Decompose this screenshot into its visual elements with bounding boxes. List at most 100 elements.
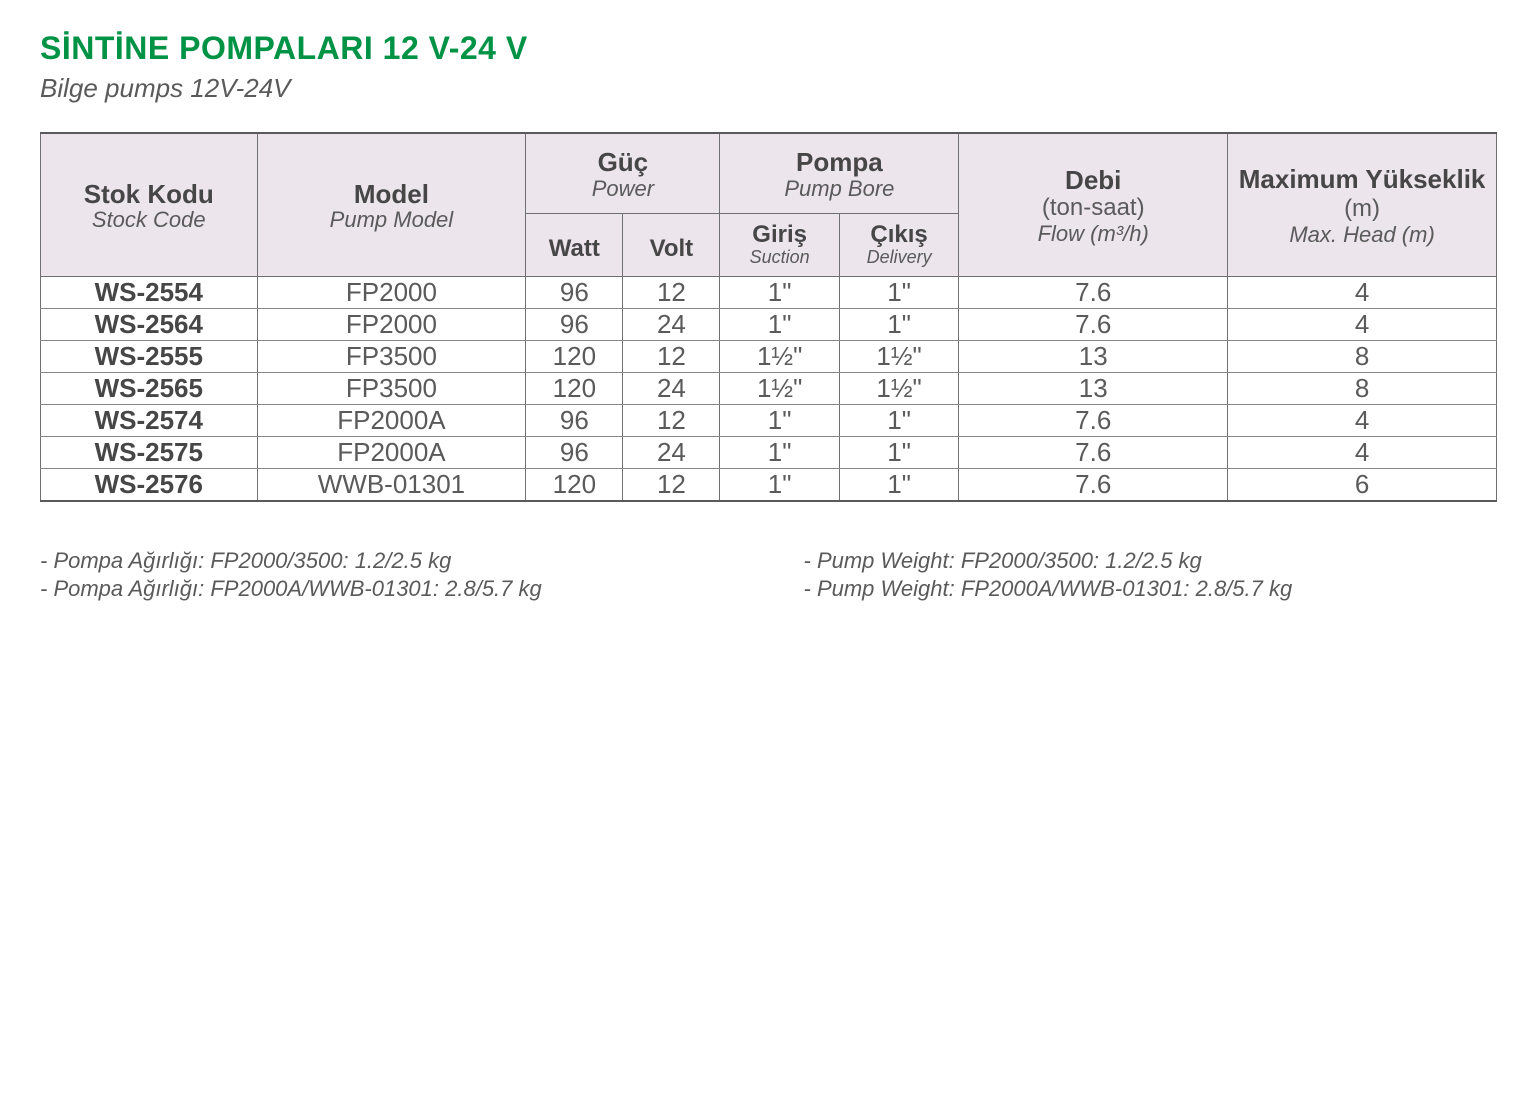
footnote-line: - Pompa Ağırlığı: FP2000A/WWB-01301: 2.8… [40,576,734,602]
header-sublabel: Max. Head (m) [1228,223,1496,259]
col-delivery: Çıkış Delivery [839,213,958,276]
cell-head: 4 [1228,404,1497,436]
footnotes-left: - Pompa Ağırlığı: FP2000/3500: 1.2/2.5 k… [40,546,734,604]
cell-model: WWB-01301 [257,468,526,501]
cell-watt: 96 [526,436,623,468]
cell-delivery: 1" [839,276,958,308]
footnote-line: - Pump Weight: FP2000A/WWB-01301: 2.8/5.… [804,576,1498,602]
cell-suction: 1½" [720,340,839,372]
footnote-line: - Pump Weight: FP2000/3500: 1.2/2.5 kg [804,548,1498,574]
header-label: Volt [623,228,719,262]
table-row: WS-2575FP2000A96241"1"7.64 [41,436,1497,468]
cell-head: 4 [1228,436,1497,468]
header-label: Stok Kodu [41,166,257,209]
cell-volt: 12 [623,340,720,372]
col-power: Güç Power [526,133,720,213]
header-label: Çıkış [840,214,958,248]
col-flow: Debi (ton-saat) Flow (m³/h) [959,133,1228,276]
header-text: Maximum Yükseklik [1239,164,1486,194]
cell-model: FP2000 [257,276,526,308]
cell-watt: 96 [526,276,623,308]
cell-code: WS-2565 [41,372,258,404]
header-label: Watt [526,228,622,262]
header-label: Güç [526,134,719,177]
cell-delivery: 1" [839,308,958,340]
table-row: WS-2555FP3500120121½"1½"138 [41,340,1497,372]
cell-volt: 24 [623,308,720,340]
cell-suction: 1" [720,308,839,340]
cell-watt: 120 [526,340,623,372]
cell-watt: 120 [526,468,623,501]
header-label: Debi [959,152,1227,195]
footnotes-right: - Pump Weight: FP2000/3500: 1.2/2.5 kg -… [804,546,1498,604]
cell-suction: 1" [720,468,839,501]
cell-delivery: 1" [839,436,958,468]
table-row: WS-2564FP200096241"1"7.64 [41,308,1497,340]
header-sublabel: Power [526,177,719,213]
cell-code: WS-2555 [41,340,258,372]
cell-head: 6 [1228,468,1497,501]
cell-delivery: 1½" [839,372,958,404]
cell-delivery: 1½" [839,340,958,372]
cell-model: FP3500 [257,372,526,404]
header-unit: (m) [1344,195,1380,222]
cell-suction: 1½" [720,372,839,404]
cell-code: WS-2564 [41,308,258,340]
footnote-line: - Pompa Ağırlığı: FP2000/3500: 1.2/2.5 k… [40,548,734,574]
header-unit: (ton-saat) [959,194,1227,222]
cell-flow: 13 [959,340,1228,372]
cell-watt: 96 [526,308,623,340]
cell-head: 8 [1228,340,1497,372]
header-sublabel: Pump Model [258,208,526,244]
cell-head: 4 [1228,276,1497,308]
table-row: WS-2565FP3500120241½"1½"138 [41,372,1497,404]
table-row: WS-2574FP2000A96121"1"7.64 [41,404,1497,436]
col-head: Maximum Yükseklik (m) Max. Head (m) [1228,133,1497,276]
cell-watt: 96 [526,404,623,436]
table-row: WS-2576WWB-01301120121"1"7.66 [41,468,1497,501]
cell-code: WS-2574 [41,404,258,436]
footnotes: - Pompa Ağırlığı: FP2000/3500: 1.2/2.5 k… [40,546,1497,604]
col-model: Model Pump Model [257,133,526,276]
header-sublabel: Flow (m³/h) [959,222,1227,258]
page-subtitle: Bilge pumps 12V-24V [40,73,1497,104]
header-sublabel: Stock Code [41,208,257,244]
cell-flow: 7.6 [959,308,1228,340]
cell-delivery: 1" [839,404,958,436]
header-label: Pompa [720,134,958,177]
header-label: Model [258,166,526,209]
spec-table: Stok Kodu Stock Code Model Pump Model Gü… [40,132,1497,502]
cell-flow: 7.6 [959,468,1228,501]
header-sublabel: Suction [720,248,838,276]
cell-code: WS-2554 [41,276,258,308]
col-volt: Volt [623,213,720,276]
header-sublabel: Pump Bore [720,177,958,213]
cell-volt: 12 [623,468,720,501]
cell-flow: 13 [959,372,1228,404]
header-sublabel: Delivery [840,248,958,276]
cell-head: 4 [1228,308,1497,340]
cell-model: FP3500 [257,340,526,372]
page-title: SİNTİNE POMPALARI 12 V-24 V [40,30,1497,67]
col-watt: Watt [526,213,623,276]
header-label: Giriş [720,214,838,248]
col-stock-code: Stok Kodu Stock Code [41,133,258,276]
col-suction: Giriş Suction [720,213,839,276]
cell-model: FP2000A [257,404,526,436]
table-body: WS-2554FP200096121"1"7.64WS-2564FP200096… [41,276,1497,501]
cell-suction: 1" [720,404,839,436]
cell-model: FP2000A [257,436,526,468]
cell-head: 8 [1228,372,1497,404]
cell-code: WS-2576 [41,468,258,501]
header-text: Debi [1065,165,1121,195]
cell-flow: 7.6 [959,436,1228,468]
cell-delivery: 1" [839,468,958,501]
cell-volt: 24 [623,436,720,468]
header-label: Maximum Yükseklik (m) [1228,151,1496,223]
cell-model: FP2000 [257,308,526,340]
cell-code: WS-2575 [41,436,258,468]
cell-flow: 7.6 [959,404,1228,436]
cell-volt: 12 [623,404,720,436]
cell-flow: 7.6 [959,276,1228,308]
cell-watt: 120 [526,372,623,404]
